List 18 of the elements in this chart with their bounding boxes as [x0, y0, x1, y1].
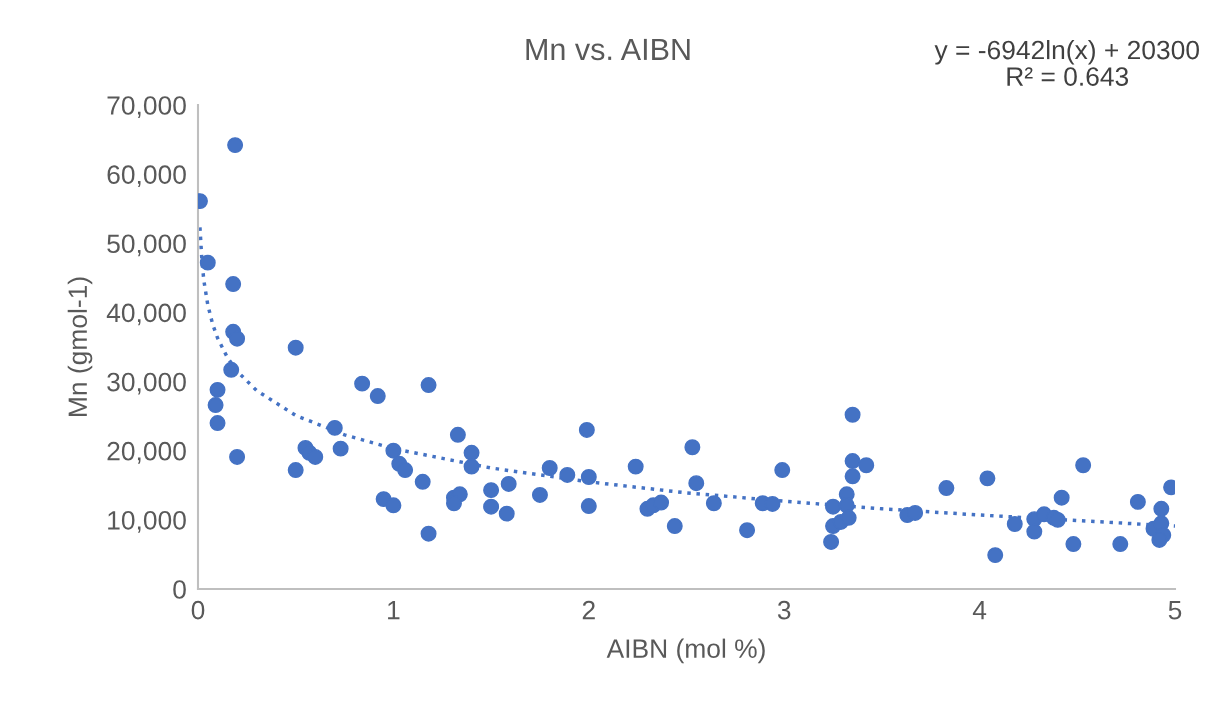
x-tick-label: 3 [777, 600, 791, 620]
y-tick-label: 30,000 [107, 372, 186, 395]
y-tick-label: 40,000 [106, 303, 186, 326]
x-tick-label: 1 [388, 601, 400, 620]
y-tick-label: 60,000 [107, 165, 186, 188]
y-tick-label: 50,000 [107, 234, 186, 257]
chart-title: Mn vs. AIBN [526, 38, 690, 61]
x-tick-label: 2 [582, 600, 595, 620]
x-tick-label: 0 [191, 600, 205, 620]
y-tick-label: 0 [173, 580, 186, 599]
y-tick-label: 70,000 [107, 96, 186, 118]
y-axis-title: Mn (gmol-1) [67, 277, 93, 416]
text: y = -6942ln(x) + 20300 R² = 0.643 [934, 40, 1199, 86]
y-tick-label: 20,000 [107, 441, 186, 464]
y-tick-label: 10,000 [108, 510, 186, 533]
x-tick-label: 5 [1168, 601, 1182, 620]
x-axis-title: AIBN (mol %) [606, 638, 765, 664]
x-tick-label: 4 [972, 601, 987, 620]
